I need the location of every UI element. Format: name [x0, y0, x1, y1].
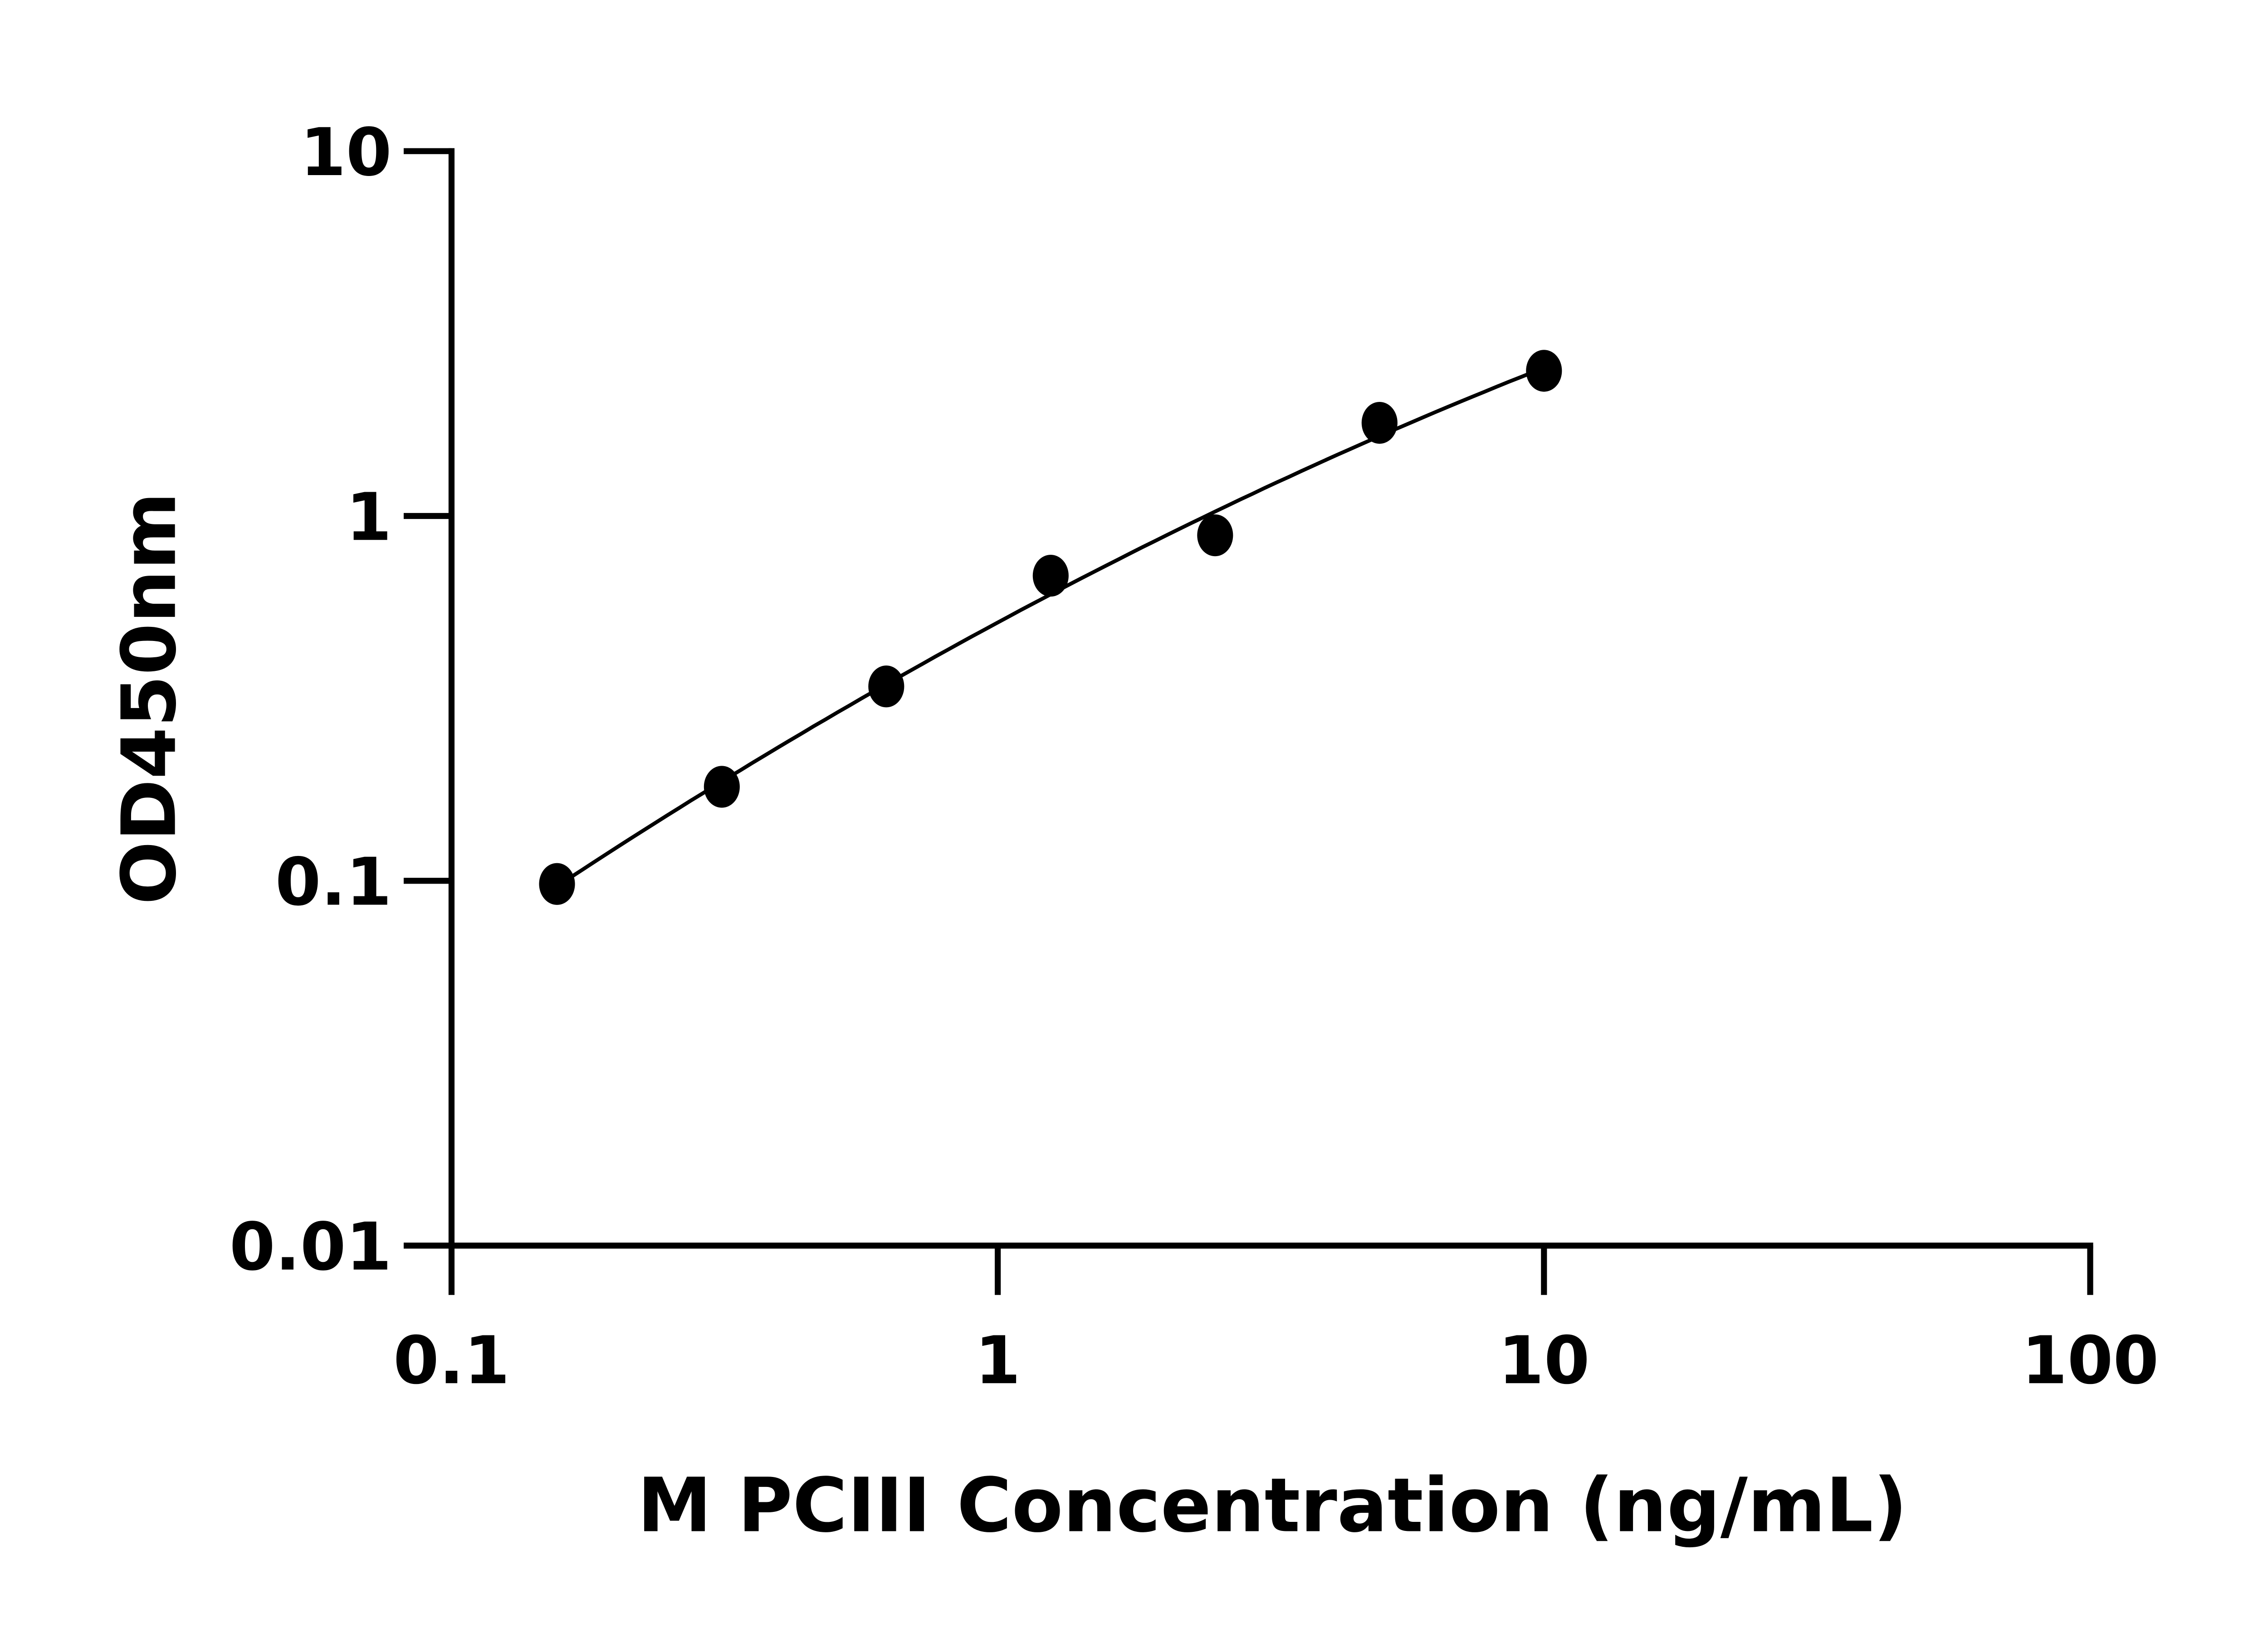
- x-tick-label: 1: [975, 1322, 1021, 1399]
- data-point: [868, 665, 904, 708]
- data-point: [539, 863, 575, 905]
- data-point: [1197, 514, 1233, 557]
- x-tick-label: 100: [2022, 1322, 2159, 1399]
- y-axis-label: OD450nm: [106, 492, 193, 905]
- x-tick-label: 10: [1498, 1322, 1590, 1399]
- data-point: [1526, 350, 1562, 392]
- y-tick-label: 0.1: [275, 844, 392, 920]
- axes: [448, 148, 2093, 1249]
- x-tick-label: 0.1: [393, 1322, 510, 1399]
- y-tick-label: 0.01: [230, 1209, 392, 1286]
- y-tick-label: 10: [300, 114, 392, 191]
- y-tick-label: 1: [346, 479, 392, 556]
- fit-curve: [556, 370, 1534, 888]
- data-point: [704, 766, 740, 808]
- data-point: [1361, 402, 1398, 444]
- data-point: [1032, 554, 1069, 597]
- x-axis-label: M PCIII Concentration (ng/mL): [637, 1462, 1907, 1549]
